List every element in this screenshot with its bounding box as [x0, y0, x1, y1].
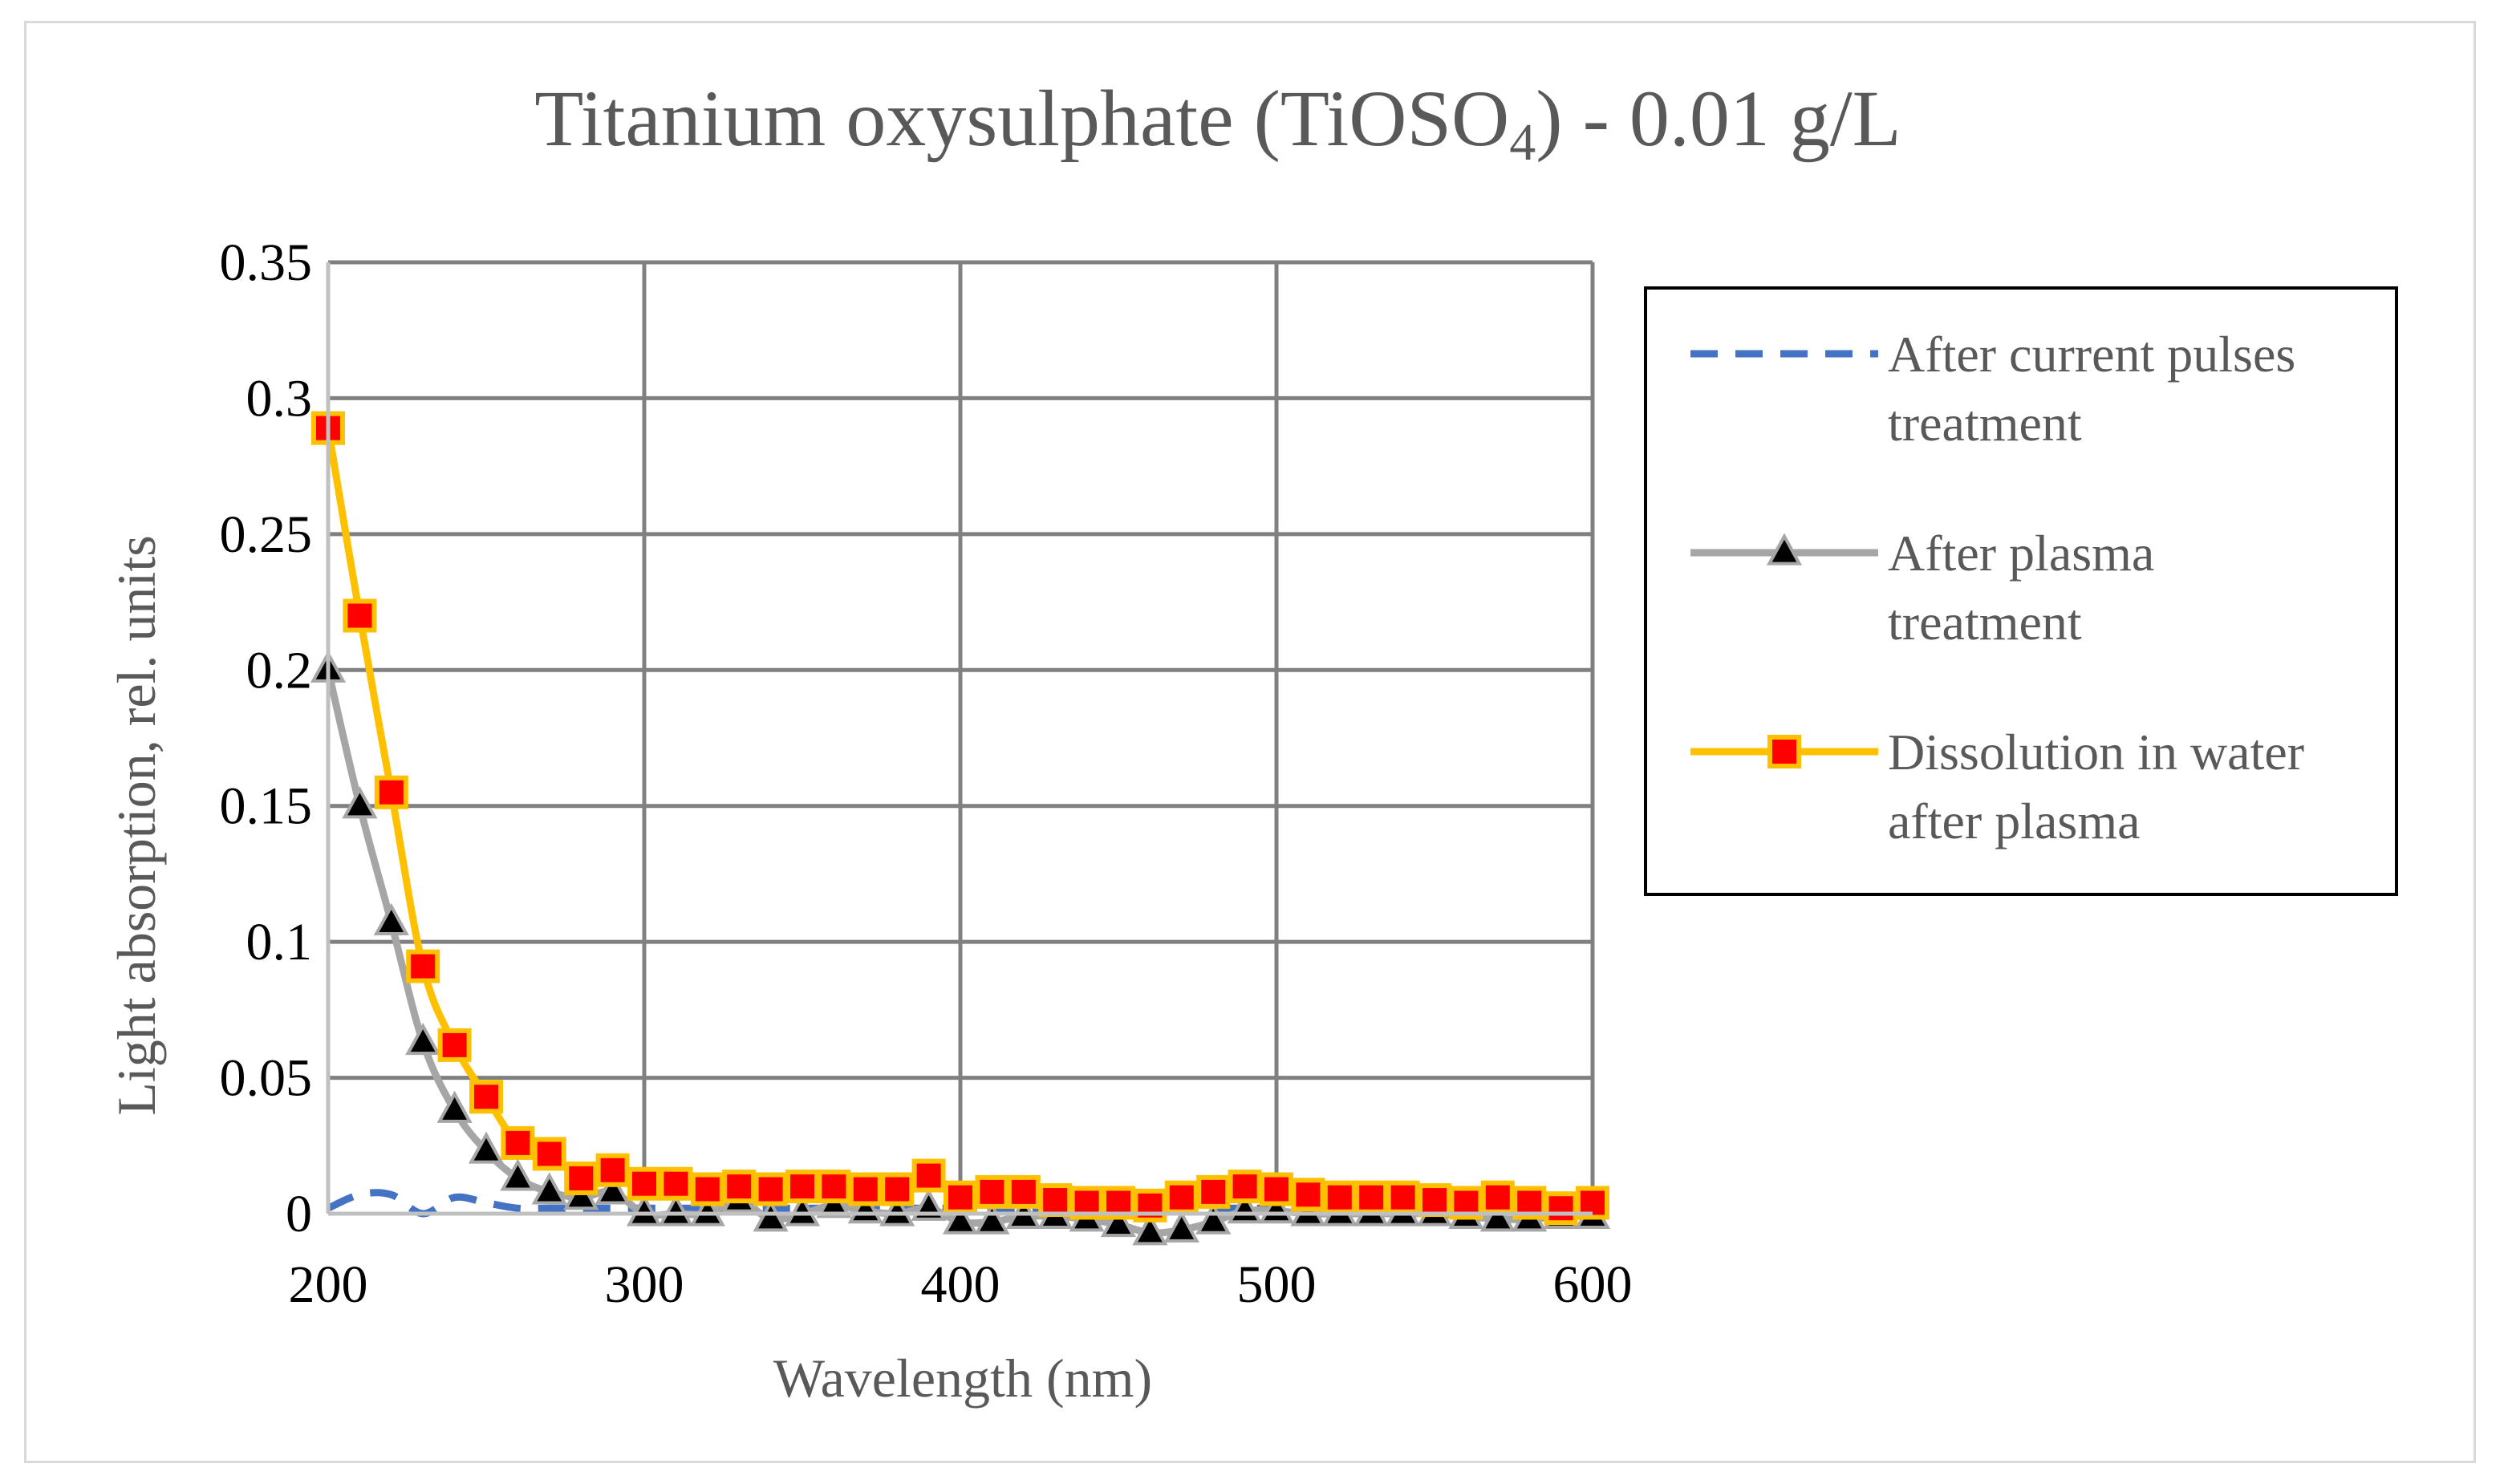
series-3-point	[944, 1180, 977, 1214]
series-2-point	[689, 1194, 725, 1227]
chart-title-suffix: ) - 0.01 g/L	[1536, 74, 1901, 163]
series-2-point	[753, 1199, 789, 1232]
x-tick-label: 500	[1237, 1255, 1317, 1314]
series-2-point	[1479, 1199, 1516, 1232]
series-2-point	[942, 1202, 979, 1235]
legend-label-3: after plasma	[1888, 793, 2141, 849]
series-2-point	[468, 1131, 505, 1164]
series-3-point	[848, 1172, 883, 1206]
y-tick-label: 0.3	[246, 369, 313, 428]
series-2-point	[1132, 1213, 1168, 1246]
series-2-point	[500, 1158, 536, 1191]
series-2-point	[1195, 1202, 1232, 1235]
series-3-point	[627, 1166, 661, 1201]
series-3-point	[343, 598, 377, 633]
x-tick-label: 200	[289, 1255, 368, 1314]
series-2-point	[373, 902, 409, 936]
series-3-point	[785, 1170, 819, 1204]
legend-label-1: After current pulses	[1888, 326, 2295, 383]
axis-layer: 0 0.05 0.1 0.15 0.2 0.25 0.3 0.35 200 300 400 500 60…	[220, 233, 1633, 1314]
series-3-point	[753, 1172, 788, 1206]
legend-box	[1644, 286, 2398, 896]
series-3-point	[722, 1170, 757, 1204]
y-tick-label: 0.1	[246, 913, 313, 971]
y-tick-label: 0.2	[246, 641, 313, 699]
series-3-point	[501, 1125, 535, 1160]
series-2-point	[405, 1022, 441, 1056]
legend: After current pulses treatment After plasm…	[1644, 286, 2398, 896]
x-tick-label: 600	[1553, 1255, 1633, 1314]
y-axis-title: Light absorption, rel. units	[106, 535, 167, 1115]
series-2-point	[1100, 1205, 1137, 1238]
series-3-point	[911, 1158, 946, 1193]
series-3-point	[1291, 1178, 1325, 1212]
series-3-point	[437, 1028, 472, 1062]
series-3-point	[1354, 1180, 1389, 1214]
chart-frame: Titanium oxysulphate (TiOSO4) - 0.01 g/L…	[24, 21, 2476, 1463]
series-3-point	[880, 1172, 915, 1206]
series-3-point	[1038, 1183, 1073, 1218]
series-3-point	[406, 949, 440, 983]
legend-label-2: After plasma	[1888, 525, 2154, 582]
line-chart: Titanium oxysulphate (TiOSO4) - 0.01 g/L…	[106, 74, 2398, 1409]
series-3-point	[659, 1166, 693, 1201]
series-3-point	[1322, 1180, 1357, 1214]
chart-title-subscript: 4	[1509, 113, 1536, 172]
y-tick-label: 0.15	[220, 777, 313, 836]
legend-marker-2	[1766, 533, 1803, 566]
y-tick-label: 0	[286, 1185, 312, 1243]
series-3-point	[469, 1080, 503, 1114]
series-3-point	[532, 1137, 566, 1171]
series-2-point	[784, 1194, 821, 1227]
series-3-point	[975, 1174, 1009, 1209]
series-3-point	[374, 775, 408, 809]
series-2-point	[436, 1090, 473, 1123]
chart-title: Titanium oxysulphate (TiOSO4) - 0.01 g/L	[534, 74, 1901, 172]
series-2-point	[342, 786, 378, 819]
series-3-point	[1544, 1191, 1578, 1226]
legend-marker-3	[1767, 735, 1801, 768]
y-tick-label: 0.35	[220, 233, 313, 292]
series-3-point	[690, 1172, 724, 1206]
series-3-point	[1260, 1172, 1293, 1206]
series-3-point	[1164, 1180, 1199, 1214]
y-tick-label: 0.05	[220, 1049, 313, 1108]
series-3-point	[1418, 1183, 1451, 1218]
series-2-point	[1163, 1210, 1199, 1243]
series-3-point	[1480, 1180, 1515, 1214]
series-3	[311, 411, 1609, 1226]
series-2-point	[658, 1194, 694, 1227]
series-3-point	[817, 1170, 851, 1204]
legend-label-3: Dissolution in water	[1888, 724, 2304, 781]
grid-layer	[328, 260, 1595, 1214]
series-3-point	[1386, 1180, 1420, 1214]
x-axis-title: Wavelength (nm)	[773, 1348, 1152, 1409]
legend-label-2: treatment	[1888, 594, 2082, 651]
legend-label-1: treatment	[1888, 395, 2082, 452]
x-tick-label: 400	[921, 1255, 1000, 1314]
x-tick-label: 300	[605, 1255, 684, 1314]
series-3-point	[1006, 1174, 1041, 1209]
series-3-point	[595, 1153, 630, 1187]
series-3-point	[1196, 1174, 1231, 1209]
series-2-point	[974, 1202, 1010, 1235]
chart-title-main: Titanium oxysulphate (TiOSO	[534, 74, 1509, 163]
y-tick-label: 0.25	[220, 505, 313, 564]
series-3-point	[564, 1161, 599, 1195]
series-3-point	[1228, 1170, 1262, 1204]
series-2-point	[879, 1194, 915, 1227]
series-2-point	[531, 1172, 567, 1205]
series-2-point	[626, 1194, 663, 1227]
series-2-point	[595, 1172, 631, 1205]
